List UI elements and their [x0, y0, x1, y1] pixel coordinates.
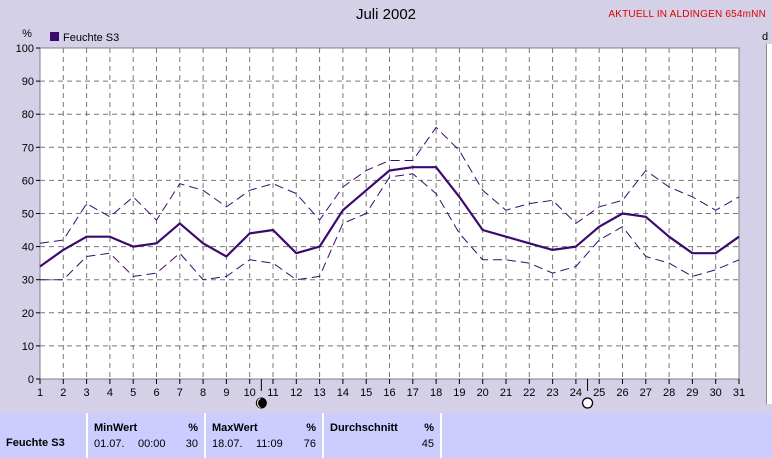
legend-label: Feuchte S3 [63, 32, 119, 44]
series-group [39, 126, 740, 281]
y-tick-label: 60 [22, 175, 34, 187]
x-tick-label: 27 [640, 387, 652, 399]
min-time: 00:00 [138, 438, 166, 450]
min-date: 01.07. [94, 438, 125, 450]
y-tick-label: 50 [22, 209, 34, 221]
x-tick-label: 26 [616, 387, 628, 399]
x-tick-label: 29 [686, 387, 698, 399]
x-tick-label: 11 [267, 387, 278, 399]
x-tick-label: 8 [200, 387, 206, 399]
x-tick-label: 16 [383, 387, 395, 399]
x-tick-label: 4 [107, 387, 113, 399]
y-tick-label: 40 [22, 242, 34, 254]
series-line-max [39, 126, 740, 244]
stats-footer: Feuchte S3 MinWert % 01.07. 00:00 30 Max… [0, 413, 772, 458]
avg-unit: % [424, 422, 434, 434]
x-tick-label: 14 [337, 387, 349, 399]
legend: Feuchte S3 [50, 32, 119, 44]
x-tick-label: 18 [430, 387, 442, 399]
x-tick-label: 3 [84, 387, 90, 399]
max-cell: MaxWert % 18.07. 11:09 76 [206, 413, 324, 458]
x-tick-label: 12 [290, 387, 302, 399]
y-tick-label: 70 [22, 142, 34, 154]
new-moon-icon [255, 397, 267, 409]
min-cell: MinWert % 01.07. 00:00 30 [88, 413, 206, 458]
x-axis: 1 2 3 4 5 6 7 8 9 10 11 12 13 14 15 16 17 18 19 20 21 22 23 24 2… [37, 379, 745, 399]
moon-highlight [257, 398, 261, 408]
x-tick-label: 6 [153, 387, 159, 399]
max-unit: % [306, 422, 316, 434]
max-date: 18.07. [212, 438, 243, 450]
avg-cell: Durchschnitt % 45 [324, 413, 442, 458]
legend-swatch [50, 32, 59, 41]
x-tick-label: 15 [360, 387, 372, 399]
y-tick-label: 10 [22, 341, 34, 353]
x-tick-label: 10 [244, 387, 256, 399]
y-tick-label: 100 [16, 43, 34, 55]
full-moon-icon [581, 397, 594, 409]
grid [40, 48, 739, 379]
x-tick-label: 23 [546, 387, 558, 399]
x-tick-label: 5 [130, 387, 136, 399]
y-tick-label: 20 [22, 308, 34, 320]
max-header: MaxWert [212, 422, 258, 434]
min-header: MinWert [94, 422, 138, 434]
y-tick-label: 90 [22, 76, 34, 88]
max-value: 76 [303, 438, 316, 450]
cut-off-label: d [762, 31, 769, 43]
x-tick-label: 30 [710, 387, 722, 399]
x-tick-label: 31 [733, 387, 745, 399]
series-line-min [40, 173, 740, 281]
x-tick-label: 17 [407, 387, 419, 399]
location-badge: AKTUELL IN ALDINGEN 654mNN [608, 9, 766, 20]
x-tick-label: 28 [663, 387, 675, 399]
max-time: 11:09 [256, 438, 283, 450]
x-tick-label: 9 [223, 387, 229, 399]
x-tick-label: 2 [60, 387, 66, 399]
moon-markers [255, 379, 594, 409]
x-tick-label: 25 [593, 387, 605, 399]
y-tick-label: 80 [22, 109, 34, 121]
series-line-mean [39, 166, 740, 268]
y-axis: 0 10 20 30 40 50 60 70 80 90 100 [16, 43, 40, 386]
x-tick-label: 1 [37, 387, 43, 399]
x-tick-label: 13 [313, 387, 325, 399]
min-value: 30 [185, 438, 198, 450]
y-axis-unit: % [22, 28, 32, 40]
x-tick-label: 19 [453, 387, 465, 399]
chart-title: Juli 2002 [355, 6, 417, 23]
x-tick-label: 7 [177, 387, 183, 399]
y-tick-label: 0 [28, 374, 34, 386]
x-tick-label: 24 [570, 387, 582, 399]
x-tick-label: 22 [523, 387, 535, 399]
y-tick-label: 30 [22, 275, 34, 287]
adjacent-panel-edge [766, 44, 772, 404]
row-label: Feuchte S3 [6, 437, 65, 449]
avg-value: 45 [421, 438, 434, 450]
x-tick-label: 20 [477, 387, 489, 399]
min-unit: % [188, 422, 198, 434]
x-tick-label: 21 [500, 387, 512, 399]
row-label-cell: Feuchte S3 [0, 413, 88, 458]
avg-header: Durchschnitt [330, 422, 398, 434]
